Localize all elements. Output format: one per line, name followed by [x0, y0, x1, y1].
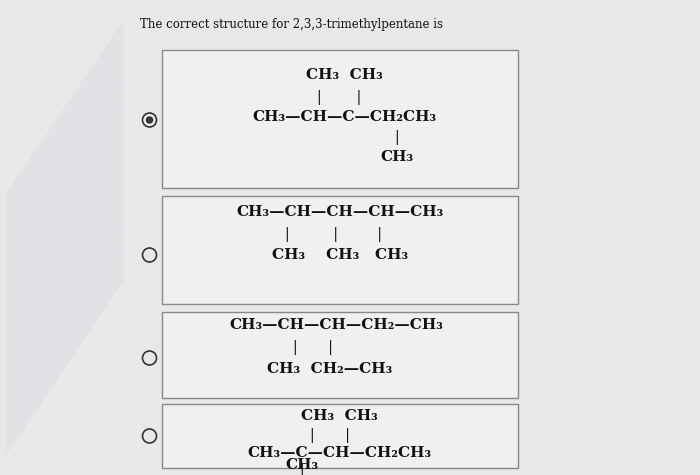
Text: CH₃: CH₃: [285, 458, 318, 472]
Bar: [162, 312, 518, 398]
Text: CH₃  CH₂—CH₃: CH₃ CH₂—CH₃: [267, 362, 392, 376]
Text: |: |: [394, 130, 399, 145]
Text: CH₃—C—CH—CH₂CH₃: CH₃—C—CH—CH₂CH₃: [248, 446, 432, 460]
Text: |: |: [300, 463, 304, 475]
Circle shape: [146, 117, 153, 123]
Text: CH₃—CH—C—CH₂CH₃: CH₃—CH—C—CH₂CH₃: [253, 110, 437, 124]
Text: CH₃    CH₃   CH₃: CH₃ CH₃ CH₃: [272, 248, 407, 262]
Text: CH₃—CH—CH—CH₂—CH₃: CH₃—CH—CH—CH₂—CH₃: [230, 318, 444, 332]
Bar: [162, 404, 518, 468]
Text: |       |: | |: [293, 340, 332, 355]
Text: CH₃—CH—CH—CH—CH₃: CH₃—CH—CH—CH—CH₃: [236, 205, 443, 219]
Text: CH₃  CH₃: CH₃ CH₃: [301, 409, 378, 423]
Bar: [162, 50, 518, 188]
Text: |          |         |: | | |: [285, 227, 382, 242]
Text: CH₃: CH₃: [380, 150, 413, 164]
Text: The correct structure for 2,3,3-trimethylpentane is: The correct structure for 2,3,3-trimethy…: [139, 18, 442, 31]
Bar: [162, 196, 518, 304]
Text: |        |: | |: [316, 90, 361, 105]
Text: CH₃  CH₃: CH₃ CH₃: [307, 68, 383, 82]
Text: |       |: | |: [309, 428, 349, 443]
